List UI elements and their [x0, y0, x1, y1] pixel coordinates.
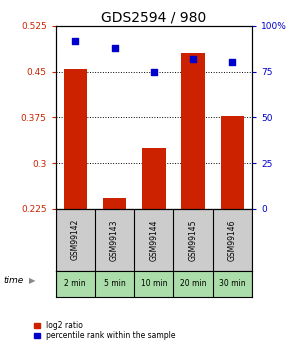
Point — [73, 38, 78, 43]
Point — [112, 45, 117, 51]
Point — [151, 69, 156, 74]
Text: 10 min: 10 min — [141, 279, 167, 288]
Text: GSM99143: GSM99143 — [110, 219, 119, 260]
Bar — [103, 198, 126, 209]
Text: 20 min: 20 min — [180, 279, 206, 288]
Text: 30 min: 30 min — [219, 279, 246, 288]
Text: 5 min: 5 min — [104, 279, 125, 288]
Bar — [181, 53, 205, 209]
Text: GSM99146: GSM99146 — [228, 219, 237, 260]
Text: GSM99144: GSM99144 — [149, 219, 158, 260]
Legend: log2 ratio, percentile rank within the sample: log2 ratio, percentile rank within the s… — [33, 320, 176, 341]
Text: GSM99145: GSM99145 — [189, 219, 197, 260]
Text: ▶: ▶ — [29, 276, 36, 285]
Point — [191, 56, 195, 61]
Title: GDS2594 / 980: GDS2594 / 980 — [101, 11, 207, 25]
Bar — [142, 148, 166, 209]
Text: time: time — [3, 276, 23, 285]
Point — [230, 60, 235, 65]
Text: GSM99142: GSM99142 — [71, 219, 80, 260]
Text: 2 min: 2 min — [64, 279, 86, 288]
Bar — [64, 69, 87, 209]
Bar — [221, 116, 244, 209]
